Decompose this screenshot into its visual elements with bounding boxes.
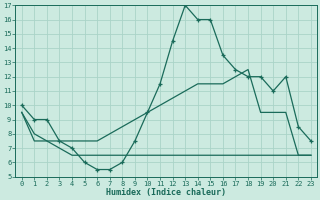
- X-axis label: Humidex (Indice chaleur): Humidex (Indice chaleur): [106, 188, 226, 197]
